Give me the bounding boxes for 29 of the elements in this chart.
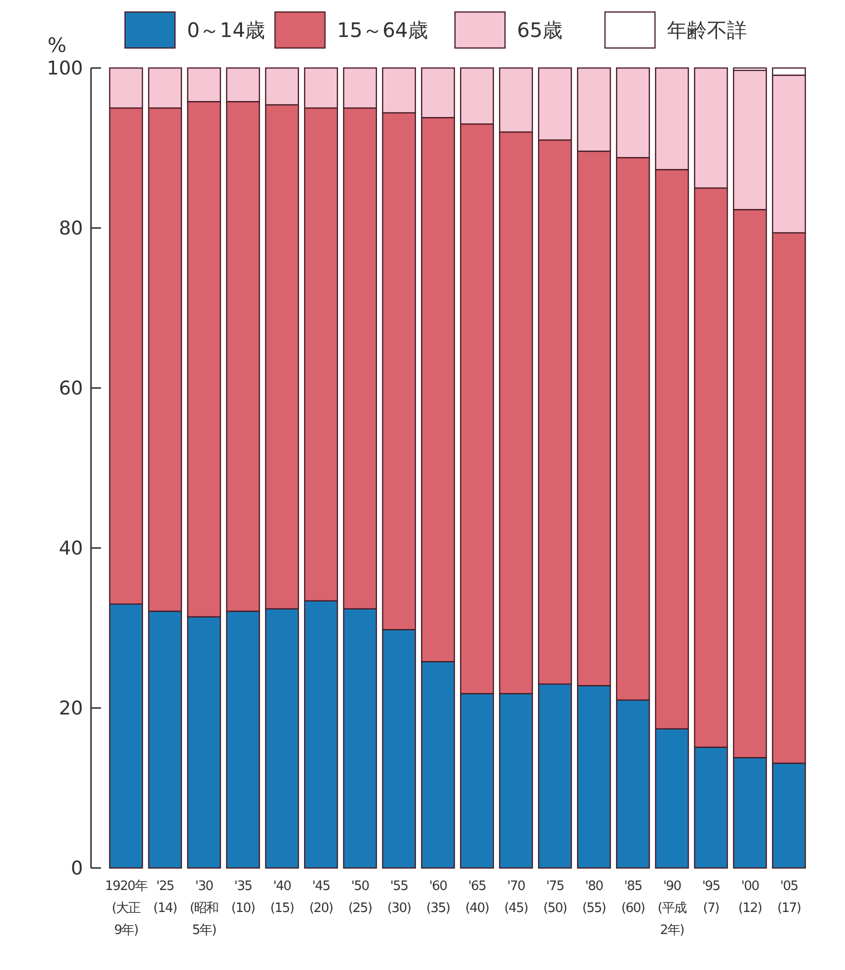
x-tick-label: '25 (14) (153, 879, 177, 916)
x-tick-label: '80 (55) (582, 879, 606, 916)
x-tick-label: 1920年 (大正 9年) (105, 879, 148, 938)
legend-label: 65歳 (517, 18, 562, 42)
x-tick-label: '40 (15) (270, 879, 294, 916)
x-tick-label: '85 (60) (621, 879, 645, 916)
legend-label: 0～14歳 (187, 18, 266, 42)
x-tick-label: '75 (50) (543, 879, 567, 916)
legend-label: 15～64歳 (337, 18, 428, 42)
y-tick-label: 0 (70, 858, 83, 880)
y-tick-label: 40 (58, 538, 83, 560)
x-tick-label: '70 (45) (504, 879, 528, 916)
x-tick-label: '30 (昭和 5年) (190, 879, 218, 938)
y-tick-label: 100 (46, 58, 83, 80)
x-tick-label: '45 (20) (309, 879, 333, 916)
y-tick-label: 80 (58, 218, 83, 240)
x-tick-label: '90 (平成 2年) (658, 879, 688, 938)
x-tick-label: '95 (7) (702, 879, 720, 916)
x-tick-label: '00 (12) (738, 879, 762, 916)
legend-label: 年齢不詳 (667, 18, 747, 42)
x-tick-label: '35 (10) (231, 879, 255, 916)
x-tick-label: '05 (17) (777, 879, 801, 916)
y-tick-label: 20 (58, 698, 83, 720)
x-tick-label: '65 (40) (465, 879, 489, 916)
x-tick-label: '55 (30) (387, 879, 411, 916)
x-tick-label: '50 (25) (348, 879, 372, 916)
x-tick-label: '60 (35) (426, 879, 450, 916)
y-tick-label: 60 (58, 378, 83, 400)
y-axis-title: % (47, 33, 67, 57)
